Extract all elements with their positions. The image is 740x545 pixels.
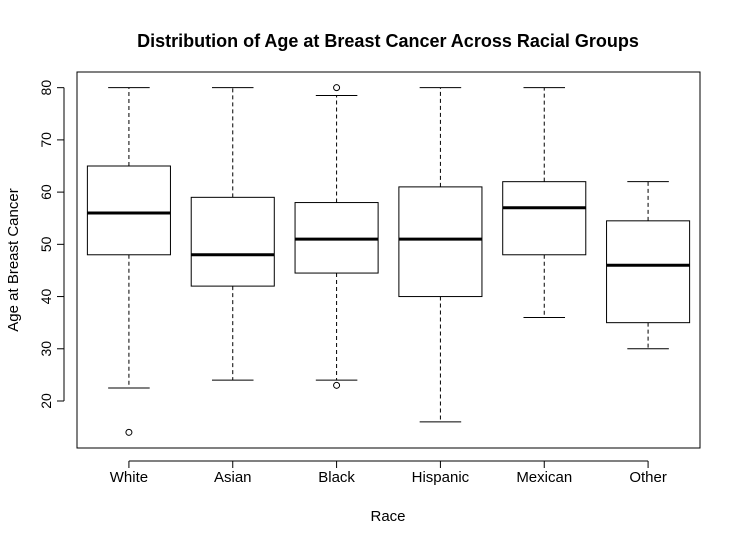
boxes-layer: [86, 84, 691, 436]
x-axis-label: Race: [370, 508, 405, 525]
outlier-point: [125, 428, 133, 436]
outlier-point: [333, 381, 341, 389]
x-tick-label: Hispanic: [412, 469, 470, 486]
box-white: [86, 87, 171, 436]
x-tick-label: White: [110, 469, 148, 486]
x-tick-label: Mexican: [516, 469, 572, 486]
x-axis: White Asian Black Hispanic Mexican Other: [110, 460, 667, 486]
x-tick-label: Black: [318, 469, 355, 486]
box-mexican: [502, 87, 587, 318]
y-axis-label: Age at Breast Cancer: [5, 188, 22, 331]
y-tick-label: 50: [38, 236, 54, 252]
box-hispanic: [398, 87, 483, 423]
x-tick-label: Asian: [214, 469, 252, 486]
y-axis: 20 30 40 50 60 70 80: [38, 80, 65, 409]
box-black: [294, 84, 379, 389]
x-tick-label: Other: [629, 469, 667, 486]
iqr-box: [190, 196, 275, 287]
box-asian: [190, 87, 275, 381]
y-tick-label: 80: [38, 80, 54, 96]
iqr-box: [606, 220, 691, 324]
iqr-box: [86, 165, 171, 256]
iqr-box: [502, 181, 587, 256]
y-tick-label: 20: [38, 393, 54, 409]
iqr-box: [398, 186, 483, 298]
box-other: [606, 181, 691, 350]
y-tick-label: 30: [38, 341, 54, 357]
outlier-point: [333, 84, 341, 92]
y-tick-label: 40: [38, 289, 54, 305]
chart-title: Distribution of Age at Breast Cancer Acr…: [137, 31, 639, 51]
y-tick-label: 70: [38, 132, 54, 148]
plot-frame: [76, 71, 701, 449]
y-tick-label: 60: [38, 184, 54, 200]
